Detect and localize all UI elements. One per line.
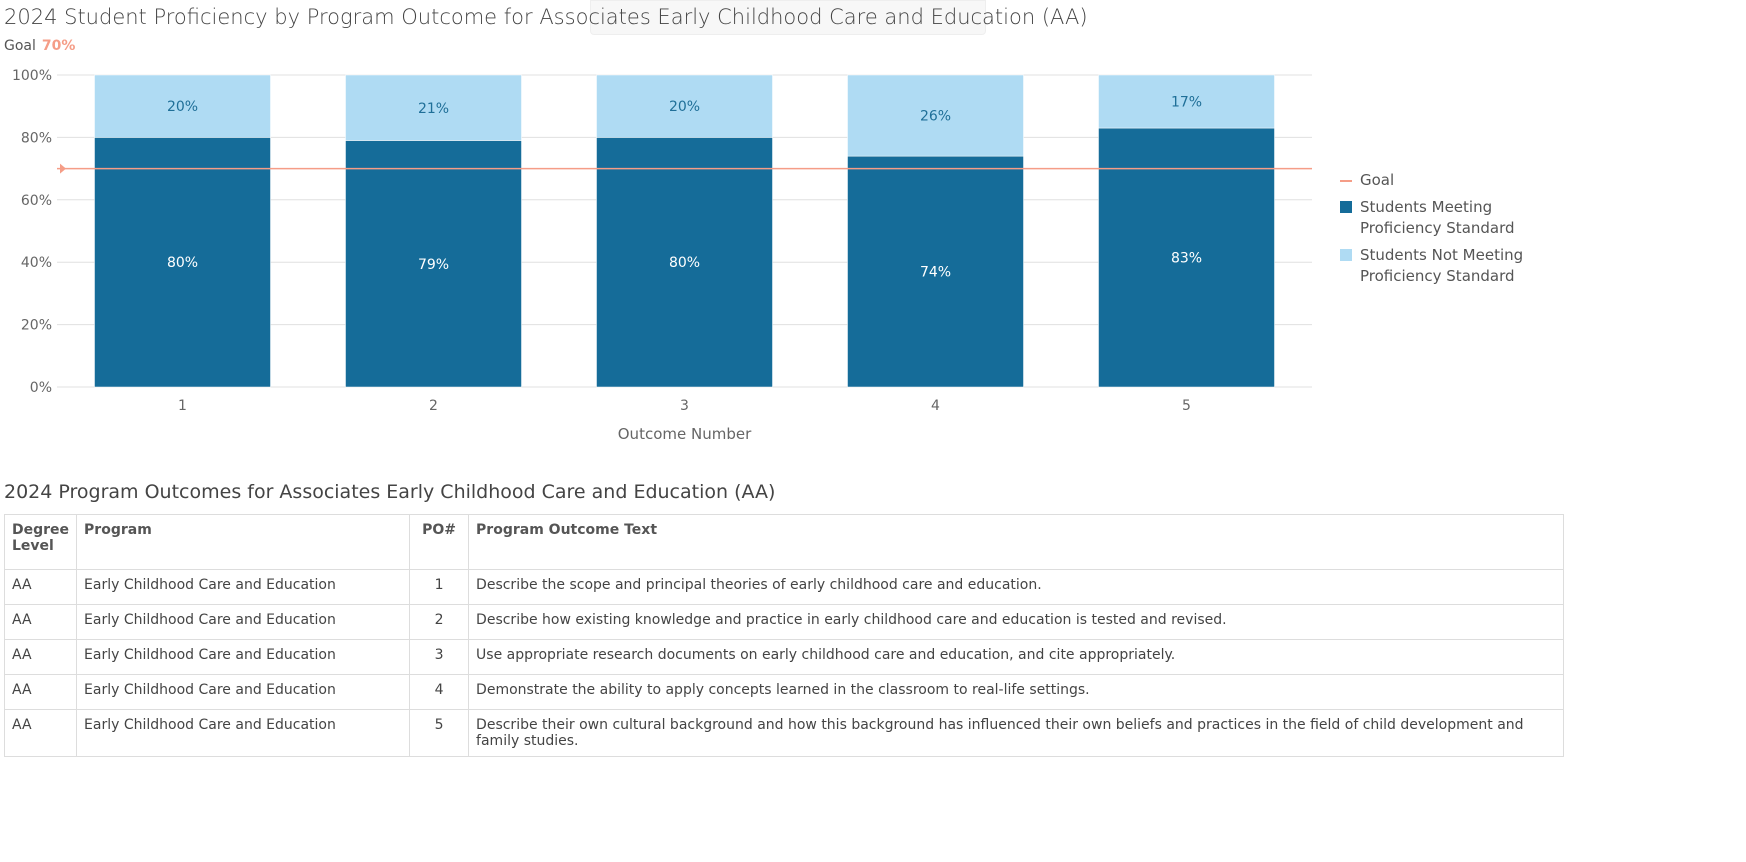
bar-not-meeting (345, 74, 522, 141)
legend-item-meeting[interactable]: Students Meeting Proficiency Standard (1338, 197, 1550, 239)
header-program: Program (76, 514, 411, 570)
y-tick-label: 0% (30, 380, 52, 396)
chart-title: 2024 Student Proficiency by Program Outc… (4, 5, 1088, 29)
bar-meeting (345, 140, 522, 388)
bar-not-meeting (94, 74, 271, 138)
bar-meeting (94, 137, 271, 388)
cell-po-number: 4 (409, 674, 470, 710)
cell-po-number: 5 (409, 709, 470, 757)
cell-outcome-text: Describe how existing knowledge and prac… (468, 604, 1564, 640)
legend-label: Goal (1360, 171, 1395, 189)
data-label: 20% (669, 99, 700, 115)
bar-meeting (1098, 127, 1275, 388)
legend: Goal Students Meeting Proficiency Standa… (1338, 170, 1550, 293)
cell-program: Early Childhood Care and Education (76, 674, 411, 710)
cell-degree-level: AA (3, 604, 78, 640)
y-tick-label: 60% (21, 193, 52, 209)
bar-not-meeting (847, 74, 1024, 157)
header-outcome-text: Program Outcome Text (468, 514, 1564, 570)
data-label: 83% (1171, 251, 1202, 267)
data-label: 80% (167, 255, 198, 271)
x-axis-title: Outcome Number (618, 425, 752, 443)
data-label: 17% (1171, 95, 1202, 111)
legend-item-not-meeting[interactable]: Students Not Meeting Proficiency Standar… (1338, 245, 1550, 287)
meeting-swatch (1340, 201, 1352, 213)
y-tick-label: 40% (21, 255, 52, 271)
header-po-number: PO# (409, 514, 470, 570)
bar-meeting (847, 155, 1024, 388)
program-outcomes-table: Degree Level Program PO# Program Outcome… (3, 514, 1564, 757)
legend-label: Students Meeting Proficiency Standard (1360, 198, 1515, 237)
table-row: AA Early Childhood Care and Education 5 Des… (3, 709, 1564, 757)
cell-program: Early Childhood Care and Education (76, 639, 411, 675)
cell-outcome-text: Demonstrate the ability to apply concept… (468, 674, 1564, 710)
cell-degree-level: AA (3, 674, 78, 710)
legend-label: Students Not Meeting Proficiency Standar… (1360, 246, 1524, 285)
data-label: 79% (418, 257, 449, 273)
table-title: 2024 Program Outcomes for Associates Ear… (4, 481, 776, 503)
stacked-bar-chart: 0% 20% 40% 60% 80% 100% 80% 20% 1 79% 21% 2 80% 20% 3 7… (12, 68, 1312, 443)
goal-marker-icon (60, 163, 66, 174)
cell-po-number: 3 (409, 639, 470, 675)
fullscreen-hint-overlay (590, 0, 986, 35)
goal-value: 70% (41, 38, 76, 54)
cell-degree-level: AA (3, 639, 78, 675)
y-tick-label: 20% (21, 318, 52, 334)
cell-po-number: 1 (409, 569, 470, 605)
x-tick-label: 2 (429, 398, 438, 414)
data-label: 80% (669, 255, 700, 271)
cell-program: Early Childhood Care and Education (76, 709, 411, 757)
data-label: 74% (920, 265, 951, 281)
goal-summary: Goal 70% (4, 38, 75, 54)
x-tick-label: 5 (1182, 398, 1191, 414)
table-header-row: Degree Level Program PO# Program Outcome… (3, 514, 1564, 570)
x-tick-label: 1 (178, 398, 187, 414)
table-row: AA Early Childhood Care and Education 3 Use… (3, 639, 1564, 675)
table-row: AA Early Childhood Care and Education 2 Des… (3, 604, 1564, 640)
header-degree-level: Degree Level (3, 514, 78, 570)
bar-not-meeting (596, 74, 773, 138)
not-meeting-swatch (1340, 249, 1352, 261)
cell-degree-level: AA (3, 709, 78, 757)
cell-outcome-text: Describe their own cultural background a… (468, 709, 1564, 757)
y-tick-label: 100% (12, 68, 52, 84)
cell-degree-level: AA (3, 569, 78, 605)
data-label: 20% (167, 99, 198, 115)
legend-item-goal[interactable]: Goal (1338, 170, 1550, 191)
cell-program: Early Childhood Care and Education (76, 604, 411, 640)
data-label: 21% (418, 101, 449, 117)
cell-po-number: 2 (409, 604, 470, 640)
y-tick-label: 80% (21, 130, 52, 146)
cell-outcome-text: Describe the scope and principal theorie… (468, 569, 1564, 605)
bar-not-meeting (1098, 74, 1275, 129)
table-row: AA Early Childhood Care and Education 4 Dem… (3, 674, 1564, 710)
x-tick-label: 3 (680, 398, 689, 414)
table-row: AA Early Childhood Care and Education 1 Des… (3, 569, 1564, 605)
goal-label: Goal (4, 38, 36, 54)
data-label: 26% (920, 109, 951, 125)
cell-outcome-text: Use appropriate research documents on ea… (468, 639, 1564, 675)
cell-program: Early Childhood Care and Education (76, 569, 411, 605)
x-tick-label: 4 (931, 398, 940, 414)
goal-line-swatch (1340, 180, 1352, 182)
